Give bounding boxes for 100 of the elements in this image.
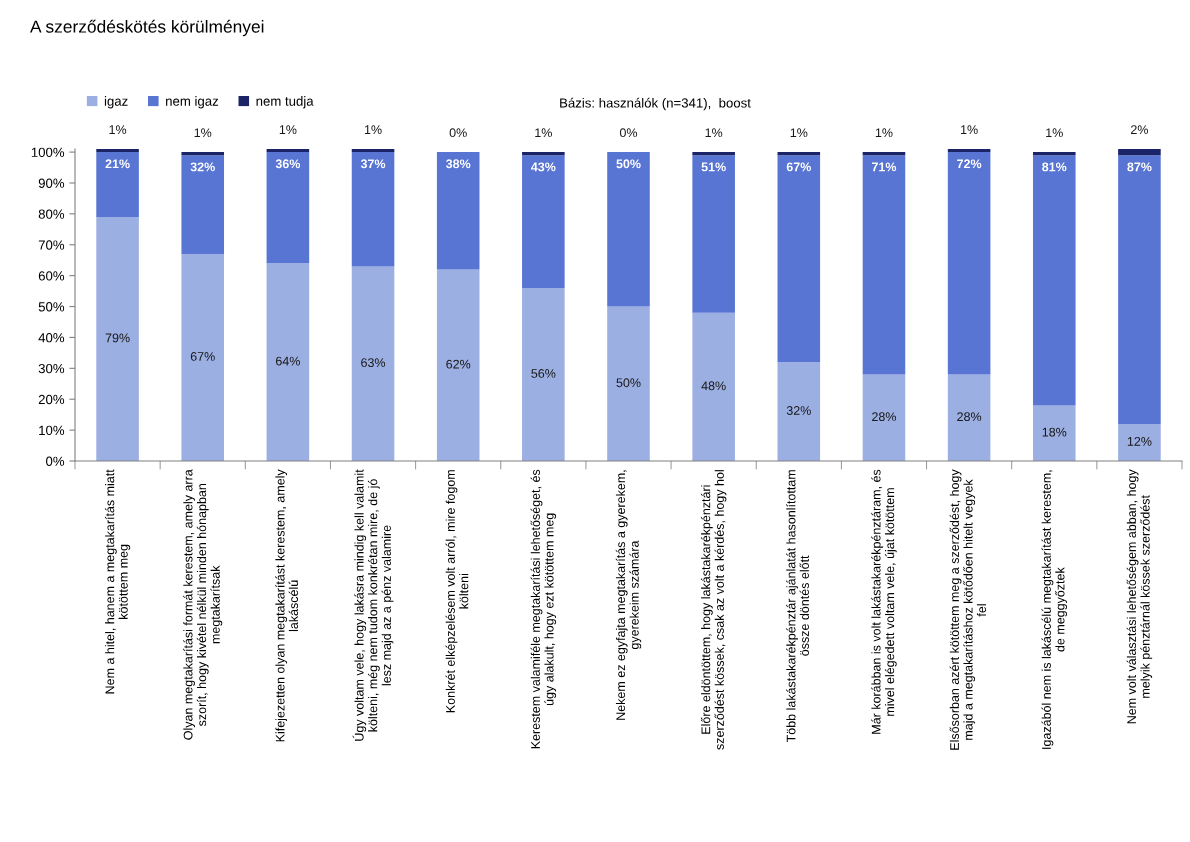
bar <box>436 269 480 461</box>
data-label: 32% <box>786 406 811 415</box>
data-label: 38% <box>445 159 471 169</box>
data-label: 1% <box>194 128 212 138</box>
bar <box>947 374 991 461</box>
x-tick-label: Igazából nem is lakáscélú megtakarítást kerestem, de meggyőztek <box>1041 470 1067 749</box>
bar <box>862 155 906 375</box>
data-label: 50% <box>616 378 641 388</box>
data-label: 71% <box>871 162 897 172</box>
data-label: 1% <box>364 125 382 134</box>
data-label: 28% <box>957 412 982 422</box>
data-label: 1% <box>1046 128 1063 138</box>
data-label: 18% <box>1042 427 1067 437</box>
y-tick-label: 0% <box>46 456 65 466</box>
data-label: 63% <box>361 358 386 368</box>
bar <box>351 149 395 153</box>
data-label: 37% <box>360 159 386 169</box>
bar <box>181 155 225 255</box>
bar <box>181 254 225 461</box>
data-label: 62% <box>446 359 471 369</box>
bar <box>351 266 395 461</box>
data-label: 56% <box>531 369 556 378</box>
bar <box>1032 405 1076 461</box>
y-tick-label: 50% <box>38 302 65 312</box>
bar <box>522 155 565 289</box>
data-label: 48% <box>701 381 726 391</box>
data-label: 28% <box>872 412 897 422</box>
data-label: 50% <box>616 159 641 169</box>
y-tick-label: 10% <box>39 425 65 436</box>
bar <box>777 152 821 156</box>
bar <box>522 288 565 461</box>
bar <box>266 149 310 153</box>
bar <box>1118 423 1161 461</box>
data-label: 1% <box>875 128 893 138</box>
data-label: 36% <box>275 159 301 169</box>
chart-title: A szerződéskötés körülményei <box>30 19 264 37</box>
bar <box>436 152 480 270</box>
data-label: 2% <box>1131 125 1149 134</box>
data-label: 1% <box>705 128 723 138</box>
text: Bázis: használók (n=341), boost <box>560 97 751 111</box>
x-tick-label: Nem a hitel, hanem a megtakarítás miatt kötöttem meg <box>104 469 131 694</box>
x-tick-label: Kifejezetten olyan megtakarítást kerestem, amely lakáscélú <box>275 469 299 742</box>
data-label: 87% <box>1127 162 1152 172</box>
bar <box>947 152 991 375</box>
legend-label: igaz <box>104 96 128 109</box>
bar <box>266 152 310 264</box>
y-tick-label: 90% <box>38 178 65 188</box>
bar <box>862 374 906 461</box>
x-tick-label: Előre eldöntöttem, hogy lakástakarékpénztári szerződést kössek, csak az volt a kérdés, hogy hol <box>700 470 727 750</box>
bar <box>522 152 565 156</box>
y-tick-label: 80% <box>38 209 65 219</box>
data-label: 64% <box>276 356 300 366</box>
data-label: 1% <box>535 128 552 138</box>
bar <box>692 152 735 156</box>
x-tick-label: Nekem ez egyfajta megtakarítás a gyerekem, gyerekeim számára <box>615 470 642 720</box>
bar <box>607 152 650 307</box>
bar <box>607 306 650 461</box>
data-label: 1% <box>790 128 808 138</box>
bar <box>96 149 139 153</box>
data-label: 1% <box>109 125 127 134</box>
x-tick-label: Nem volt választási lehetőségem abban, hogy melyik pénztárnál kössek szerződést <box>1126 469 1153 724</box>
data-label: 72% <box>957 159 982 169</box>
bar <box>777 362 821 461</box>
data-label: 79% <box>105 333 130 343</box>
bar <box>351 152 395 267</box>
legend-label: nem tudja <box>256 96 314 109</box>
bar <box>862 152 906 156</box>
x-tick-label: Olyan megtakarítási formát kerestem, amely arra szorít, hogy kivétel nélkül minden hónapban megtakarítsak <box>183 469 223 740</box>
data-label: 0% <box>449 128 467 138</box>
data-label: 1% <box>279 125 297 134</box>
bar <box>692 155 735 313</box>
x-tick-label: Elsősorban azért kötöttem meg a szerződést, hogy majd a megtakarításhoz kötődően hitelt vegyek fel <box>949 469 987 750</box>
data-label: 12% <box>1127 436 1152 446</box>
bar <box>96 216 139 461</box>
x-tick-label: Konkrét elképzelésem volt arról, mire fogom költeni <box>445 470 469 713</box>
bar <box>96 152 139 217</box>
bar <box>692 312 735 461</box>
x-tick-label: Már korábban is volt lakástakarékpénztáram, és mivel elégedett voltam vele, újat kötöttem <box>871 469 897 734</box>
data-label: 81% <box>1042 162 1067 172</box>
y-tick-label: 100% <box>31 147 65 157</box>
data-label: 32% <box>190 162 215 172</box>
y-tick-label: 20% <box>38 394 65 405</box>
bar <box>777 155 821 363</box>
data-label: 0% <box>619 128 638 138</box>
bar <box>947 149 991 153</box>
data-label: 51% <box>701 162 726 172</box>
y-tick-label: 60% <box>38 271 65 281</box>
x-tick-label: Kerestem valamiféle megtakarítási lehetőséget, és úgy alakult, hogy ezt kötöttem meg <box>530 469 557 749</box>
data-label: 43% <box>531 162 556 172</box>
x-tick-label: Több lakástakarékpénztár ajánlatát hasonlítottam össze döntés előtt <box>786 470 809 743</box>
y-tick-label: 70% <box>38 240 65 250</box>
bar <box>1032 152 1076 156</box>
bar <box>1032 155 1076 406</box>
bar <box>181 152 225 156</box>
y-tick-label: 30% <box>38 363 65 374</box>
bar <box>1118 149 1161 156</box>
bar <box>1118 155 1161 424</box>
legend-label: nem igaz <box>166 96 219 109</box>
y-tick-label: 40% <box>38 333 65 343</box>
data-label: 1% <box>961 125 978 134</box>
